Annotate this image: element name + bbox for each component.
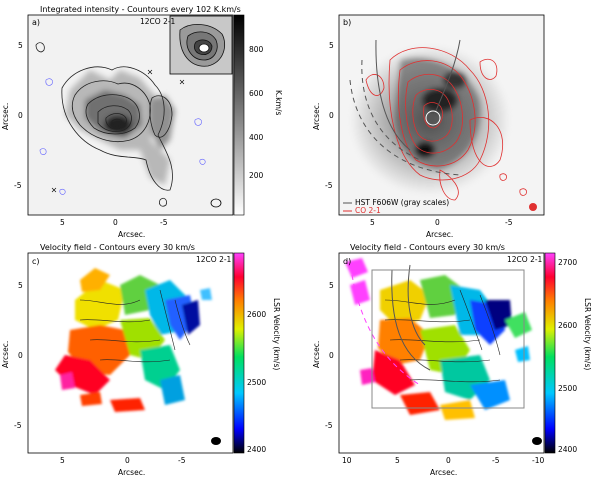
panel-b-xtick-2: 0 [435,218,440,227]
panel-d: Velocity field - Contours every 30 km/s [312,243,592,477]
panel-a-ytick-2: 0 [18,111,23,120]
panel-c-colorbar [233,252,245,454]
panel-d-xtick-1: 10 [342,456,352,465]
panel-d-cbar-label: LSR Velocity (km/s) [583,298,592,370]
panel-c-ytick-3: -5 [14,421,22,430]
panel-b-spiral-arms [349,39,461,176]
panel-c-ylabel: Arcsec. [1,341,10,368]
panel-d-velocity-field [345,258,532,420]
panel-a-cbar-tick-2: 600 [249,89,264,98]
panel-d-contours [384,289,501,383]
panel-c-cbar-tick-1: 2600 [247,310,266,319]
panel-b-legend-hst: HST F606W (gray scales) [355,198,449,207]
panel-c-cbar-tick-3: 2400 [247,445,266,454]
panel-c-ytick-2: 0 [18,351,23,360]
panel-b-label: b) [343,18,351,27]
panel-b-xtick-1: 5 [370,218,375,227]
panel-c-xtick-3: -5 [178,456,186,465]
panel-d-beam [532,437,542,445]
panel-c-xtick-2: 0 [125,456,130,465]
panel-c: Velocity field - Contours every 30 km/s [1,243,281,477]
panel-a-contours [35,42,173,207]
panel-d-xtick-4: -5 [492,456,500,465]
panel-d-ytick-2: 0 [329,351,334,360]
panel-d-title: Velocity field - Contours every 30 km/s [350,243,505,252]
panel-b-nucleus-marker [425,110,441,126]
panel-b-ytick-1: 5 [329,41,334,50]
panel-d-cbar-tick-3: 2500 [558,384,577,393]
panel-b-ytick-3: -5 [325,181,333,190]
panel-d-xlabel: Arcsec. [430,468,457,477]
panel-d-ylabel: Arcsec. [312,341,321,368]
panel-a-xtick-3: -5 [160,218,168,227]
panel-b-legend-co: CO 2-1 [355,206,381,215]
panel-b-ytick-2: 0 [329,111,334,120]
panel-c-title: Velocity field - Contours every 30 km/s [40,243,195,252]
panel-a-cbar-tick-1: 800 [249,45,264,54]
panel-b-xlabel: Arcsec. [426,230,453,239]
panel-b-hst-image [350,45,510,195]
panel-d-xtick-5: -10 [532,456,544,465]
panel-a-cbar-label: K.km/s [274,90,283,115]
panel-d-ytick-1: 5 [329,281,334,290]
panel-b-xtick-3: -5 [505,218,513,227]
panel-c-beam [211,437,221,445]
panel-a-inset-contours [179,24,225,67]
panel-c-xlabel: Arcsec. [118,468,145,477]
panel-d-colorbar [544,252,556,454]
panel-c-velocity-field [55,268,212,412]
panel-a-title: Integrated intensity - Countours every 1… [40,5,241,14]
panel-d-cbar-tick-1: 2700 [558,258,577,267]
panel-d-ytick-3: -5 [325,421,333,430]
panel-c-cbar-label: LSR Velocity (km/s) [272,298,281,370]
panel-a-star-markers [51,69,185,193]
panel-a-xtick-1: 5 [60,218,65,227]
panel-d-label: d) [343,257,351,266]
panel-a-xlabel: Arcsec. [118,230,145,239]
panel-a-cbar-tick-3: 400 [249,133,264,142]
panel-a-cbar-tick-4: 200 [249,171,264,180]
panel-d-tag: 12CO 2-1 [507,255,543,264]
panel-a-xtick-2: 0 [113,218,118,227]
panel-a-ylabel: Arcsec. [1,103,10,130]
panel-c-xtick-1: 5 [60,456,65,465]
panel-a: Integrated intensity - Countours every 1… [1,5,283,239]
panel-c-cbar-tick-2: 2500 [247,378,266,387]
panel-b: b) HST F606W (gray scales) CO 2-1 5 0 -5… [312,14,545,239]
panel-a-label: a) [32,18,40,27]
panel-b-ylabel: Arcsec. [312,103,321,130]
panel-d-overlays [351,264,525,409]
panel-a-beam [210,198,222,208]
panel-d-xtick-3: 0 [446,456,451,465]
panel-d-cbar-tick-2: 2600 [558,321,577,330]
panel-d-xtick-2: 5 [395,456,400,465]
panel-d-cbar-tick-4: 2400 [558,445,577,454]
panel-a-ytick-1: 5 [18,41,23,50]
panel-c-label: c) [32,257,40,266]
panel-b-co-contours [365,47,527,201]
panel-c-tag: 12CO 2-1 [196,255,232,264]
panel-c-contours [79,289,191,363]
panel-c-ytick-1: 5 [18,281,23,290]
panel-a-ytick-3: -5 [14,181,22,190]
panel-a-colorbar [233,14,245,216]
panel-b-beam [529,203,537,211]
panel-a-tag: 12CO 2-1 [140,17,176,26]
